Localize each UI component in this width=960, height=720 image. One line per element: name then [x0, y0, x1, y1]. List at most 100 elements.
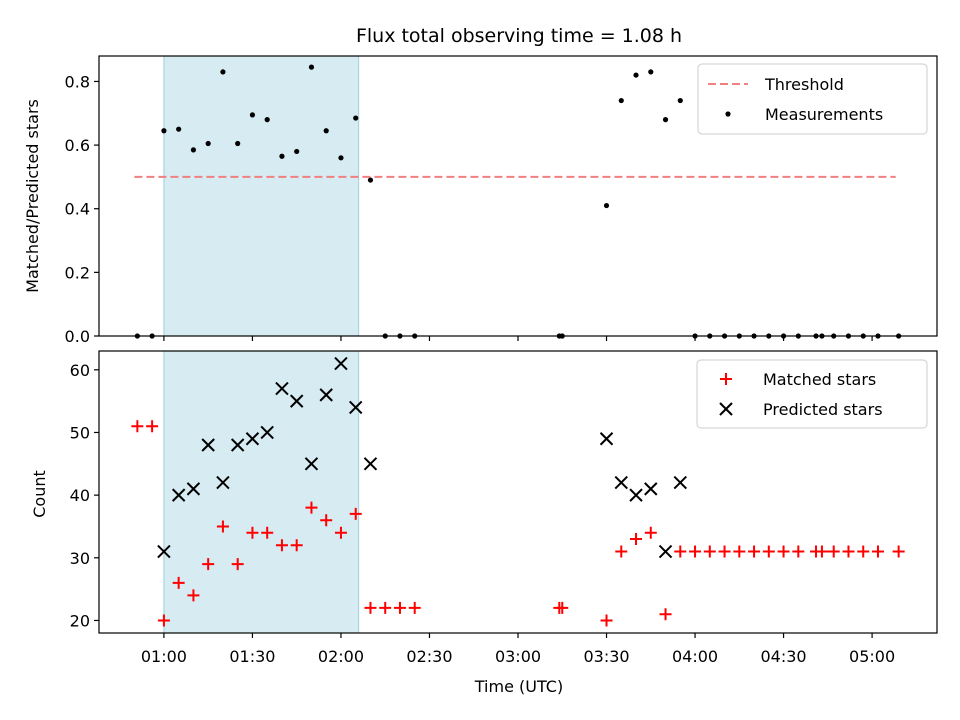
- measurement-point: [161, 128, 167, 134]
- predicted-star-point: [157, 544, 171, 559]
- matched-star-point: [718, 545, 731, 558]
- bottom-legend-box: [696, 359, 928, 429]
- matched-star-point: [792, 545, 805, 558]
- measurement-point: [603, 202, 610, 209]
- predicted-star-point: [349, 400, 363, 415]
- matched-star-point: [871, 545, 884, 558]
- matched-star-point: [349, 507, 362, 520]
- measurement-point: [249, 112, 256, 118]
- measurement-point: [264, 117, 270, 123]
- measurement-point: [308, 64, 315, 70]
- measurement-point: [353, 115, 359, 121]
- chart-title: Flux total observing time = 1.08 h: [356, 25, 682, 47]
- measurement-point: [662, 117, 669, 123]
- measurement-point: [190, 147, 197, 153]
- predicted-stars-points: [157, 356, 687, 559]
- bottom-legend: Matched stars Predicted stars: [696, 359, 928, 429]
- matched-star-point: [659, 608, 672, 621]
- measurement-point: [205, 140, 211, 147]
- y-tick-label: 20: [70, 611, 90, 630]
- y-tick-label: 30: [70, 549, 90, 568]
- predicted-star-point: [230, 438, 245, 452]
- matched-star-point: [674, 545, 687, 558]
- matched-star-point: [703, 545, 716, 558]
- legend-predicted-swatch: [719, 402, 733, 416]
- measurement-point: [633, 72, 639, 78]
- matched-star-point: [615, 545, 628, 558]
- matched-star-point: [379, 601, 392, 614]
- predicted-star-point: [319, 388, 333, 402]
- matched-star-point: [892, 545, 905, 558]
- measurement-point: [176, 126, 182, 132]
- matched-star-point: [320, 514, 333, 527]
- measurement-point: [323, 128, 329, 134]
- measurement-points: [134, 64, 902, 339]
- matched-star-point: [275, 539, 288, 552]
- y-tick-label: 0.6: [65, 136, 90, 155]
- matched-star-point: [261, 526, 274, 539]
- x-tick-label: 01:30: [229, 647, 275, 666]
- legend-matched-label: Matched stars: [763, 370, 876, 389]
- matched-star-point: [231, 558, 244, 571]
- matched-star-point: [689, 545, 702, 558]
- top-y-axis-title: Matched/Predicted stars: [23, 99, 42, 293]
- bottom-y-axis-title: Count: [30, 470, 49, 518]
- predicted-star-point: [186, 482, 201, 496]
- predicted-star-point: [614, 475, 628, 490]
- matched-star-point: [630, 533, 643, 545]
- predicted-star-point: [201, 438, 215, 452]
- matched-star-point: [393, 601, 406, 614]
- measurement-point: [294, 148, 300, 155]
- matched-star-point: [172, 576, 185, 589]
- measurement-point: [367, 177, 374, 183]
- predicted-star-point: [304, 457, 319, 471]
- measurement-point: [220, 69, 226, 75]
- y-tick-label: 0.0: [65, 327, 90, 346]
- matched-star-point: [762, 545, 775, 558]
- bottom-panel: 20 30 40 50 60 01:00 01:30 02:00 02:30 03:00 03:3…: [30, 350, 938, 696]
- y-tick-label: 0.8: [65, 72, 90, 91]
- legend-measurements-swatch: [725, 111, 731, 117]
- top-x-ticks: [163, 336, 873, 341]
- bottom-x-axis: 01:00 01:30 02:00 02:30 03:00 03:30 04:00 04:30…: [141, 633, 895, 666]
- matched-star-point: [131, 420, 144, 433]
- matched-star-point: [815, 545, 828, 558]
- matched-star-point: [600, 614, 613, 627]
- matched-star-point: [556, 601, 569, 614]
- predicted-star-point: [245, 432, 260, 446]
- x-tick-label: 01:00: [141, 647, 187, 666]
- top-legend-box: [697, 63, 928, 135]
- matched-star-point: [733, 545, 746, 558]
- predicted-star-point: [363, 457, 378, 471]
- predicted-star-point: [334, 356, 348, 371]
- bottom-axes-frame: [98, 350, 938, 634]
- predicted-star-point: [216, 475, 230, 490]
- measurement-point: [677, 97, 683, 104]
- x-tick-label: 02:30: [406, 647, 452, 666]
- x-tick-label: 04:30: [761, 647, 807, 666]
- predicted-star-point: [644, 482, 658, 496]
- top-panel: 0.00.20.40.60.8 Matched/Predicted stars …: [23, 55, 938, 346]
- y-tick-label: 40: [70, 486, 90, 505]
- y-tick-label: 50: [70, 423, 90, 442]
- legend-predicted-label: Predicted stars: [763, 400, 883, 419]
- measurement-point: [235, 140, 241, 147]
- bottom-y-axis: 20 30 40 50 60: [70, 361, 99, 630]
- y-tick-label: 0.2: [65, 263, 90, 282]
- matched-star-point: [290, 539, 303, 552]
- predicted-star-point: [599, 432, 614, 446]
- matched-star-point: [748, 545, 761, 558]
- matched-star-point: [146, 420, 159, 433]
- y-tick-label: 60: [70, 361, 90, 380]
- matched-star-point: [827, 545, 840, 558]
- top-highlight-span: [163, 55, 360, 337]
- matched-star-point: [334, 526, 347, 539]
- legend-matched-swatch: [720, 373, 732, 385]
- predicted-star-point: [673, 475, 687, 490]
- top-legend: Threshold Measurements: [697, 63, 928, 135]
- legend-measurements-label: Measurements: [765, 105, 883, 124]
- matched-star-point: [777, 545, 790, 558]
- measurement-point: [279, 153, 285, 159]
- x-tick-label: 04:00: [672, 647, 718, 666]
